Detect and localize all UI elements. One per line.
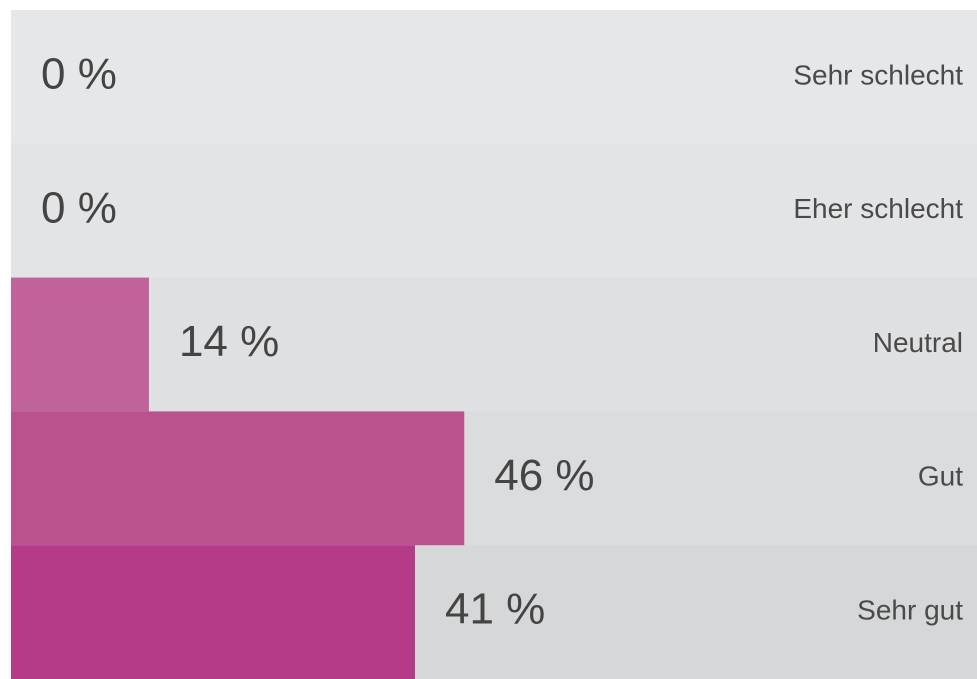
category-label: Sehr schlecht [793,59,963,90]
category-label: Eher schlecht [793,193,963,224]
value-label: 14 % [179,317,279,366]
value-label: 0 % [41,183,117,232]
row-background [11,143,977,279]
category-label: Sehr gut [857,594,963,625]
category-label: Neutral [873,327,963,358]
bar [11,277,149,412]
row-background [11,10,977,145]
category-label: Gut [918,461,963,492]
row-background [11,277,977,412]
value-label: 0 % [41,50,117,99]
bar [11,545,415,679]
value-label: 46 % [494,451,594,500]
bar [11,411,465,546]
value-label: 41 % [445,585,545,634]
